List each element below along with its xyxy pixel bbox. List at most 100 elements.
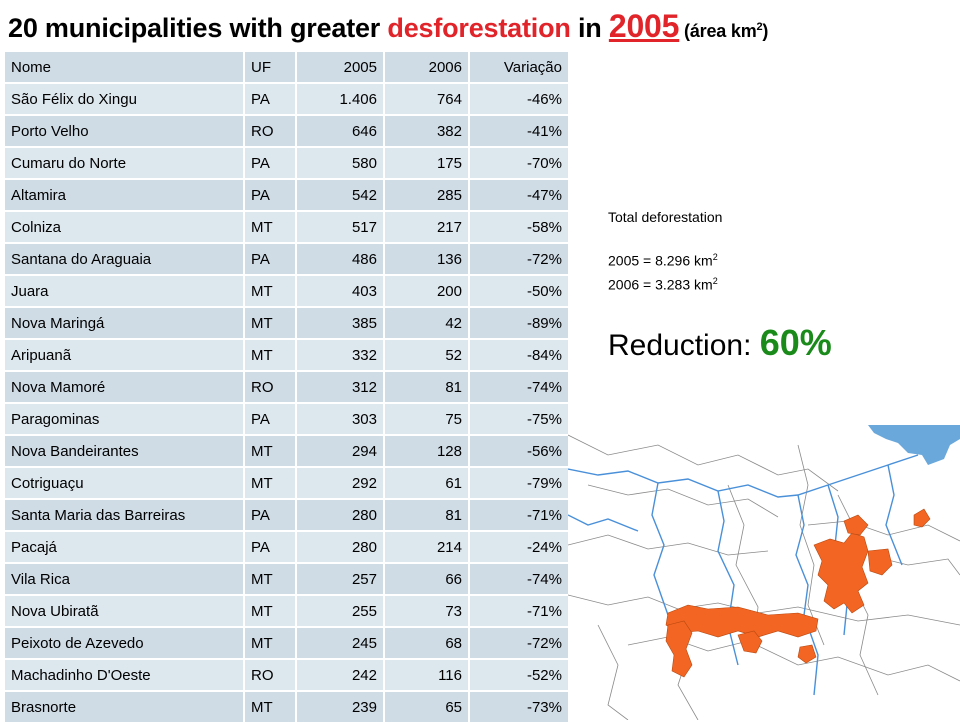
cell-uf: RO <box>243 658 297 692</box>
cell-variacao: -84% <box>468 338 570 372</box>
cell-name: Altamira <box>3 178 245 212</box>
reduction-value: 60% <box>759 322 832 363</box>
cell-y2006: 116 <box>383 658 470 692</box>
cell-y2005: 280 <box>295 498 385 532</box>
cell-uf: PA <box>243 498 297 532</box>
cell-variacao: -79% <box>468 466 570 500</box>
title-unit: (área km2) <box>679 21 769 41</box>
cell-variacao: -47% <box>468 178 570 212</box>
cell-uf: MT <box>243 594 297 628</box>
cell-y2005: 292 <box>295 466 385 500</box>
cell-name: Brasnorte <box>3 690 245 724</box>
cell-variacao: -58% <box>468 210 570 244</box>
table-row: Nova Ubiratã MT 255 73 -71% <box>3 594 570 628</box>
cell-y2006: 52 <box>383 338 470 372</box>
cell-variacao: -74% <box>468 562 570 596</box>
southern-patch <box>797 644 817 664</box>
table-row: Porto Velho RO 646 382 -41% <box>3 114 570 148</box>
cell-y2006: 175 <box>383 146 470 180</box>
cell-y2006: 61 <box>383 466 470 500</box>
map-background <box>568 425 960 720</box>
table-row: Vila Rica MT 257 66 -74% <box>3 562 570 596</box>
table-row: Machadinho D'Oeste RO 242 116 -52% <box>3 658 570 692</box>
totals-heading: Total deforestation <box>608 209 723 225</box>
cell-y2006: 81 <box>383 370 470 404</box>
title-text-2: in <box>570 13 609 43</box>
cell-y2006: 200 <box>383 274 470 308</box>
total-2005: 2005 = 8.296 km2 <box>608 252 718 269</box>
cell-y2005: 646 <box>295 114 385 148</box>
cell-name: Santana do Araguaia <box>3 242 245 276</box>
cell-variacao: -70% <box>468 146 570 180</box>
table-row: Nova Mamoré RO 312 81 -74% <box>3 370 570 404</box>
cell-uf: MT <box>243 210 297 244</box>
table-row: Cumaru do Norte PA 580 175 -70% <box>3 146 570 180</box>
table-row: Brasnorte MT 239 65 -73% <box>3 690 570 724</box>
cell-name: Santa Maria das Barreiras <box>3 498 245 532</box>
cell-y2005: 312 <box>295 370 385 404</box>
colniza-area <box>737 630 763 654</box>
table-row: Altamira PA 542 285 -47% <box>3 178 570 212</box>
table-row: Peixoto de Azevedo MT 245 68 -72% <box>3 626 570 660</box>
title-text: 20 municipalities with greater <box>8 13 388 43</box>
cell-uf: MT <box>243 626 297 660</box>
cell-y2005: 303 <box>295 402 385 436</box>
cell-name: Aripuanã <box>3 338 245 372</box>
cell-name: Vila Rica <box>3 562 245 596</box>
cell-uf: PA <box>243 178 297 212</box>
cell-name: Machadinho D'Oeste <box>3 658 245 692</box>
cell-uf: RO <box>243 370 297 404</box>
cell-variacao: -71% <box>468 594 570 628</box>
cell-uf: MT <box>243 338 297 372</box>
cell-y2005: 403 <box>295 274 385 308</box>
deforestation-table: Nome UF 2005 2006 Variação São Félix do Xingu… <box>3 50 570 724</box>
totals-panel: Total deforestation 2005 = 8.296 km2 200… <box>608 207 722 294</box>
cell-y2006: 764 <box>383 82 470 116</box>
cell-name: Colniza <box>3 210 245 244</box>
cumaru-area <box>843 514 869 536</box>
cell-y2006: 68 <box>383 626 470 660</box>
table-row: Pacajá PA 280 214 -24% <box>3 530 570 564</box>
header-y2006: 2006 <box>383 50 470 84</box>
page-title: 20 municipalities with greater desforest… <box>8 8 953 45</box>
cell-y2005: 255 <box>295 594 385 628</box>
cell-y2006: 81 <box>383 498 470 532</box>
cell-name: Nova Mamoré <box>3 370 245 404</box>
cell-y2005: 542 <box>295 178 385 212</box>
table-row: Santana do Araguaia PA 486 136 -72% <box>3 242 570 276</box>
total-2006: 2006 = 3.283 km2 <box>608 275 718 293</box>
cell-uf: PA <box>243 402 297 436</box>
cell-name: Cotriguaçu <box>3 466 245 500</box>
cell-uf: MT <box>243 306 297 340</box>
cell-variacao: -72% <box>468 626 570 660</box>
cell-variacao: -56% <box>468 434 570 468</box>
porto-velho-area <box>665 620 693 678</box>
cell-y2005: 257 <box>295 562 385 596</box>
table-row: Santa Maria das Barreiras PA 280 81 -71% <box>3 498 570 532</box>
cell-uf: MT <box>243 690 297 724</box>
table-row: Cotriguaçu MT 292 61 -79% <box>3 466 570 500</box>
cell-name: Nova Bandeirantes <box>3 434 245 468</box>
cell-y2006: 73 <box>383 594 470 628</box>
cell-y2005: 294 <box>295 434 385 468</box>
cell-variacao: -72% <box>468 242 570 276</box>
cell-y2006: 75 <box>383 402 470 436</box>
cell-uf: PA <box>243 530 297 564</box>
cell-uf: PA <box>243 82 297 116</box>
cell-name: Nova Maringá <box>3 306 245 340</box>
table-row: Aripuanã MT 332 52 -84% <box>3 338 570 372</box>
cell-variacao: -24% <box>468 530 570 564</box>
table-row: São Félix do Xingu PA 1.406 764 -46% <box>3 82 570 116</box>
reduction-summary: Reduction: 60% <box>608 322 832 364</box>
sao-felix-area <box>813 532 869 614</box>
pacaja-area <box>913 508 931 528</box>
table-row: Juara MT 403 200 -50% <box>3 274 570 308</box>
cell-y2006: 217 <box>383 210 470 244</box>
table-row: Nova Bandeirantes MT 294 128 -56% <box>3 434 570 468</box>
cell-variacao: -75% <box>468 402 570 436</box>
table-row: Paragominas PA 303 75 -75% <box>3 402 570 436</box>
cell-y2006: 66 <box>383 562 470 596</box>
cell-variacao: -46% <box>468 82 570 116</box>
cell-y2005: 580 <box>295 146 385 180</box>
cell-y2006: 42 <box>383 306 470 340</box>
